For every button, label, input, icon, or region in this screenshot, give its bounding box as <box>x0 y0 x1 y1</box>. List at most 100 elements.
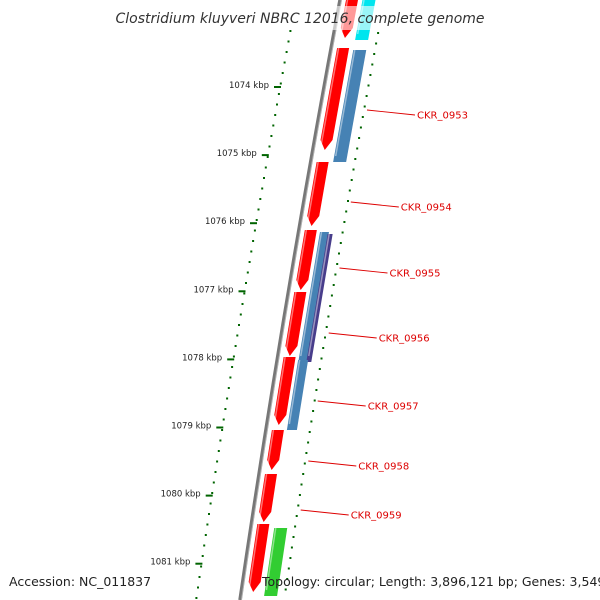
gc-dot <box>229 376 232 379</box>
gene-label[interactable]: CKR_0954 <box>401 203 452 214</box>
gc-dot <box>197 586 199 589</box>
forward-gene-arrow-highlight <box>296 229 308 285</box>
green-gene-block[interactable] <box>264 528 288 596</box>
gc-dot <box>285 51 288 53</box>
gene-features <box>248 0 376 596</box>
gc-dot <box>315 389 318 391</box>
forward-gene-arrow[interactable] <box>285 292 307 356</box>
gc-dot <box>294 525 297 528</box>
gc-dot <box>259 198 262 200</box>
ruler-tick-label: 1076 kbp <box>205 217 245 227</box>
gc-dot <box>245 282 247 284</box>
gc-dot <box>324 336 326 339</box>
gene-label-leader <box>317 400 366 407</box>
gc-dot <box>224 408 227 410</box>
ruler-tick-label: 1078 kbp <box>182 353 222 363</box>
gene-label-leader <box>308 460 357 467</box>
gc-content-dots-inner <box>195 30 292 599</box>
gene-label[interactable]: CKR_0959 <box>351 511 402 522</box>
reverse-gene-block-highlight <box>300 231 323 357</box>
gene-label[interactable]: CKR_0953 <box>417 111 468 122</box>
reverse-gene-block-highlight <box>288 359 301 425</box>
gc-dot <box>365 95 368 97</box>
ruler-tick-label: 1077 kbp <box>193 285 233 295</box>
ruler-tick <box>261 154 269 157</box>
gc-dot <box>330 294 333 297</box>
forward-gene-arrow-highlight <box>320 47 340 145</box>
gc-content-dots-outer <box>284 32 380 591</box>
gc-dot <box>332 284 335 286</box>
gc-dot <box>303 462 306 465</box>
gc-dot <box>300 483 303 486</box>
topology-label: Topology: circular; Length: 3,896,121 bp… <box>262 574 600 589</box>
reverse-gene-block[interactable] <box>333 50 367 162</box>
gc-dot <box>279 82 282 85</box>
gc-dot <box>248 261 251 263</box>
green-gene-block-highlight <box>265 527 277 591</box>
gc-dot <box>211 492 214 494</box>
gene-label[interactable]: CKR_0956 <box>379 334 430 345</box>
gc-dot <box>289 30 292 32</box>
gc-dot <box>289 557 292 559</box>
forward-gene-arrow[interactable] <box>274 357 296 425</box>
reverse-gene-block[interactable] <box>286 360 309 430</box>
gc-dot <box>238 324 240 326</box>
gc-dot <box>283 61 286 64</box>
purple-gene-block[interactable] <box>306 234 333 362</box>
forward-gene-arrow[interactable] <box>267 430 284 470</box>
gc-dot <box>281 72 284 74</box>
gc-dot <box>348 189 351 192</box>
forward-gene-arrow[interactable] <box>259 474 278 522</box>
forward-gene-arrow[interactable] <box>307 162 329 226</box>
gc-dot <box>336 263 339 265</box>
gc-dot <box>341 231 344 234</box>
gene-label[interactable]: CKR_0958 <box>358 462 409 473</box>
gc-dot <box>284 588 287 591</box>
gene-label-leader <box>339 267 388 274</box>
gc-dot <box>241 303 244 305</box>
gc-dot <box>307 441 310 444</box>
gc-dot <box>222 418 225 421</box>
gc-dot <box>276 103 278 106</box>
gc-dot <box>263 177 265 179</box>
gc-dot <box>369 74 372 76</box>
ruler-tick <box>195 562 203 565</box>
ruler-tick <box>205 494 213 497</box>
gene-label-leader <box>350 201 399 208</box>
gc-dot <box>246 271 249 274</box>
gc-dot <box>274 114 277 116</box>
forward-gene-arrow-highlight <box>274 356 286 420</box>
gc-dot <box>231 366 234 368</box>
gc-dot <box>339 242 342 244</box>
gc-dot <box>206 523 209 526</box>
gc-dot <box>318 368 321 370</box>
gc-dot <box>298 494 301 496</box>
gc-dot <box>371 63 374 66</box>
gc-dot <box>359 126 362 129</box>
forward-gene-arrow[interactable] <box>320 48 350 150</box>
forward-gene-arrow[interactable] <box>296 230 317 290</box>
gc-dot <box>297 504 300 507</box>
gc-dot <box>325 326 328 328</box>
gc-dot <box>354 158 357 160</box>
gc-dot <box>312 410 315 412</box>
gc-dot <box>200 565 203 568</box>
gene-labels: CKR_0953 CKR_0954 CKR_0955 CKR_0956 CKR_0957… <box>300 109 468 522</box>
gene-label-leader <box>366 109 416 116</box>
gc-dot <box>239 313 242 316</box>
gene-label[interactable]: CKR_0957 <box>368 402 419 413</box>
gc-dot <box>302 473 305 475</box>
forward-gene-arrow-highlight <box>285 291 297 351</box>
forward-gene-arrow-highlight <box>259 473 268 517</box>
forward-gene-arrow[interactable] <box>248 524 270 592</box>
gc-dot <box>268 145 271 148</box>
gc-dot <box>320 357 323 360</box>
title-background <box>118 6 484 30</box>
reverse-gene-block[interactable] <box>298 232 329 362</box>
forward-gene-arrow-highlight <box>267 429 275 465</box>
gc-dot <box>367 84 370 87</box>
gene-label[interactable]: CKR_0955 <box>390 269 441 280</box>
gc-dot <box>290 546 293 549</box>
gc-dot <box>363 105 366 108</box>
gc-dot <box>287 567 290 570</box>
